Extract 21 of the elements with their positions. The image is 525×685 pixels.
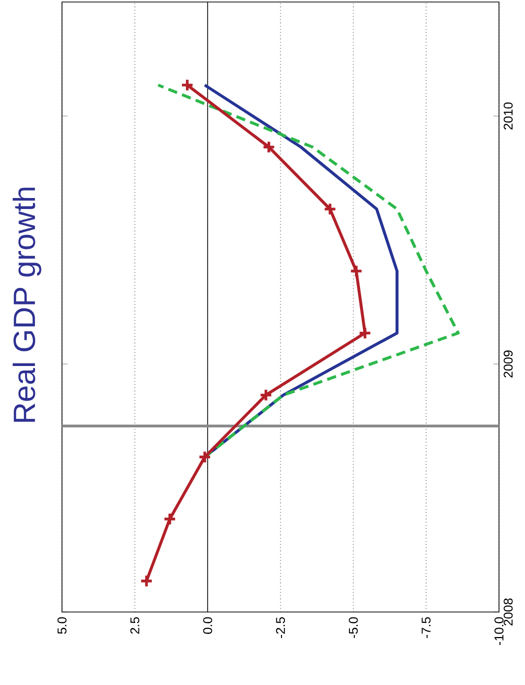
point: [198, 450, 212, 464]
point: [140, 574, 154, 588]
line-series: [156, 84, 460, 458]
x-tick-label: 2.5: [130, 617, 140, 634]
point: [350, 264, 363, 278]
y-tick-label: 2010: [504, 102, 513, 130]
point: [163, 512, 176, 526]
point: [323, 202, 337, 216]
x-tick-label: 0.0: [203, 617, 212, 634]
x-tick-label: -5.0: [348, 617, 358, 638]
y-tick-label: 2008: [504, 598, 513, 626]
point: [358, 326, 372, 340]
x-tick-label: -10.0: [494, 617, 504, 646]
y-tick-label: 2009: [504, 350, 513, 378]
x-tick-label: -7.5: [422, 617, 431, 638]
point: [180, 78, 194, 92]
x-tick-label: 5.0: [58, 617, 66, 634]
point: [262, 140, 276, 154]
x-tick-label: -2.5: [276, 617, 285, 638]
text: Real GDP growth: [12, 188, 42, 422]
point: [259, 388, 273, 402]
